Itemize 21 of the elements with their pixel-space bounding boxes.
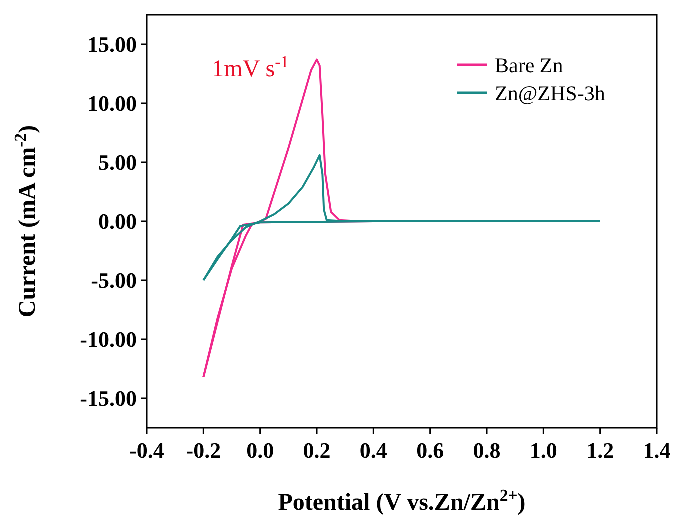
- x-tick-label: 1.4: [643, 438, 671, 463]
- annotation: 1mV s$^{-1}$: [212, 52, 290, 82]
- x-tick-label: -0.2: [186, 438, 222, 463]
- x-tick-label: 0.6: [416, 438, 444, 463]
- x-tick-label: 0.4: [360, 438, 388, 463]
- x-tick-label: 0.8: [473, 438, 501, 463]
- x-tick-label: 0.0: [246, 438, 274, 463]
- x-tick-label: 1.2: [586, 438, 614, 463]
- y-tick-label: -15.00: [80, 386, 137, 412]
- y-tick-label: 5.00: [98, 150, 137, 176]
- y-tick-label: -5.00: [91, 268, 137, 294]
- x-tick-label: 1.0: [530, 438, 558, 463]
- y-tick-label: 15.00: [88, 32, 137, 58]
- legend-label: Bare Zn: [495, 53, 564, 78]
- y-tick-label: 10.00: [88, 91, 137, 116]
- x-tick-label: 0.2: [303, 438, 331, 463]
- x-tick-label: -0.4: [130, 438, 164, 463]
- y-tick-label: 0.00: [98, 209, 137, 234]
- y-tick-label: -10.00: [80, 327, 137, 352]
- legend-label: Zn@ZHS-3h: [495, 81, 606, 106]
- x-axis-title: Potential (V vs.Zn/Zn$^{2+}$): [278, 486, 526, 516]
